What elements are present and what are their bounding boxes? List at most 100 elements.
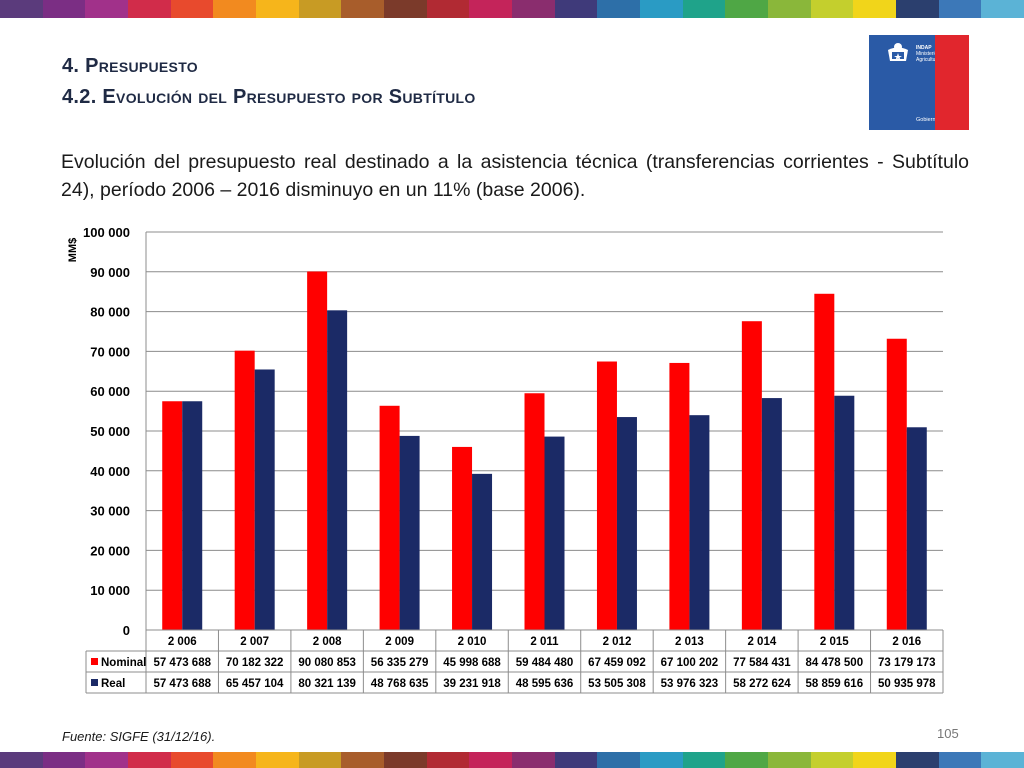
data-table-value: 45 998 688 (443, 657, 501, 669)
stripe-segment (853, 752, 897, 768)
stripe-segment (725, 752, 769, 768)
bar-real (616, 417, 637, 630)
stripe-segment (128, 0, 171, 18)
x-category-label: 2 009 (385, 636, 414, 648)
stripe-segment (85, 752, 129, 768)
bar-real (689, 415, 710, 630)
data-table-value: 65 457 104 (226, 678, 284, 690)
stripe-segment (938, 0, 982, 18)
stripe-segment (896, 752, 939, 768)
data-table-value: 56 335 279 (371, 657, 429, 669)
logo-ministry-2: Agricultura (916, 57, 940, 63)
bar-nominal (886, 338, 907, 630)
data-table-value: 58 272 624 (733, 678, 791, 690)
legend-label-nominal: Nominal (101, 657, 146, 669)
stripe-segment (682, 752, 726, 768)
coat-of-arms-icon (888, 43, 908, 61)
stripe-segment (256, 0, 299, 18)
stripe-segment (170, 0, 214, 18)
stripe-segment (341, 0, 385, 18)
stripe-segment (85, 0, 129, 18)
source-note: Fuente: SIGFE (31/12/16). (62, 729, 216, 744)
legend-label-real: Real (101, 678, 125, 690)
y-tick-label: 10 000 (90, 583, 130, 598)
bar-real (182, 401, 203, 630)
legend-swatch-nominal (91, 658, 98, 665)
stripe-segment (384, 0, 427, 18)
bar-nominal (814, 293, 835, 630)
bar-real (254, 369, 275, 630)
stripe-segment (597, 0, 641, 18)
stripe-segment (981, 752, 1024, 768)
subsection-title: 4.2. Evolución del Presupuesto por Subtí… (62, 86, 476, 108)
x-category-label: 2 016 (892, 636, 921, 648)
stripe-segment (42, 0, 86, 18)
data-table-value: 80 321 139 (298, 678, 356, 690)
bottom-color-stripe (0, 752, 1024, 768)
stripe-segment (810, 752, 854, 768)
stripe-segment (469, 0, 513, 18)
stripe-segment (768, 752, 811, 768)
page-number: 105 (937, 726, 959, 741)
stripe-segment (597, 752, 641, 768)
bar-real (761, 398, 782, 630)
data-table-value: 67 100 202 (661, 657, 719, 669)
stripe-segment (725, 0, 769, 18)
data-table-value: 58 859 616 (806, 678, 864, 690)
bar-nominal (669, 362, 690, 630)
bar-nominal (596, 361, 617, 630)
stripe-segment (896, 0, 939, 18)
data-table-value: 84 478 500 (806, 657, 864, 669)
data-table-value: 67 459 092 (588, 657, 646, 669)
stripe-segment (426, 0, 470, 18)
bar-real (544, 436, 565, 630)
bar-nominal (234, 350, 255, 630)
data-table-value: 73 179 173 (878, 657, 936, 669)
stripe-segment (0, 0, 43, 18)
stripe-segment (512, 752, 555, 768)
data-table-value: 48 768 635 (371, 678, 429, 690)
x-category-label: 2 015 (820, 636, 849, 648)
bar-real (834, 395, 855, 630)
data-table-value: 48 595 636 (516, 678, 574, 690)
y-tick-label: 100 000 (83, 225, 130, 240)
x-category-label: 2 011 (530, 636, 559, 648)
stripe-segment (426, 752, 470, 768)
stripe-segment (512, 0, 555, 18)
bar-real (327, 310, 348, 630)
stripe-segment (128, 752, 171, 768)
y-tick-label: 30 000 (90, 504, 130, 519)
y-tick-label: 60 000 (90, 384, 130, 399)
y-tick-label: 20 000 (90, 543, 130, 558)
stripe-segment (469, 752, 513, 768)
y-tick-label: 80 000 (90, 305, 130, 320)
bar-nominal (379, 405, 400, 630)
stripe-segment (554, 752, 598, 768)
logo-ministry: Ministerio de (916, 51, 945, 57)
data-table-value: 57 473 688 (153, 678, 211, 690)
stripe-segment (213, 0, 257, 18)
section-title: 4. Presupuesto (62, 55, 198, 77)
x-category-label: 2 013 (675, 636, 704, 648)
data-table-value: 39 231 918 (443, 678, 501, 690)
data-table-value: 59 484 480 (516, 657, 574, 669)
stripe-segment (981, 0, 1024, 18)
data-table-value: 90 080 853 (298, 657, 356, 669)
x-category-label: 2 008 (313, 636, 342, 648)
bar-real (906, 427, 927, 630)
data-table-value: 77 584 431 (733, 657, 791, 669)
y-axis-label: MM$ (67, 238, 79, 262)
indap-logo: INDAP Ministerio de Agricultura Gobierno… (869, 35, 969, 130)
x-category-label: 2 014 (747, 636, 776, 648)
bar-nominal (741, 321, 762, 630)
y-tick-label: 90 000 (90, 265, 130, 280)
bar-nominal (162, 401, 183, 630)
stripe-segment (298, 0, 342, 18)
stripe-segment (170, 752, 214, 768)
stripe-segment (213, 752, 257, 768)
x-category-label: 2 006 (168, 636, 197, 648)
data-table-value: 53 976 323 (661, 678, 719, 690)
stripe-segment (853, 0, 897, 18)
stripe-segment (341, 752, 385, 768)
